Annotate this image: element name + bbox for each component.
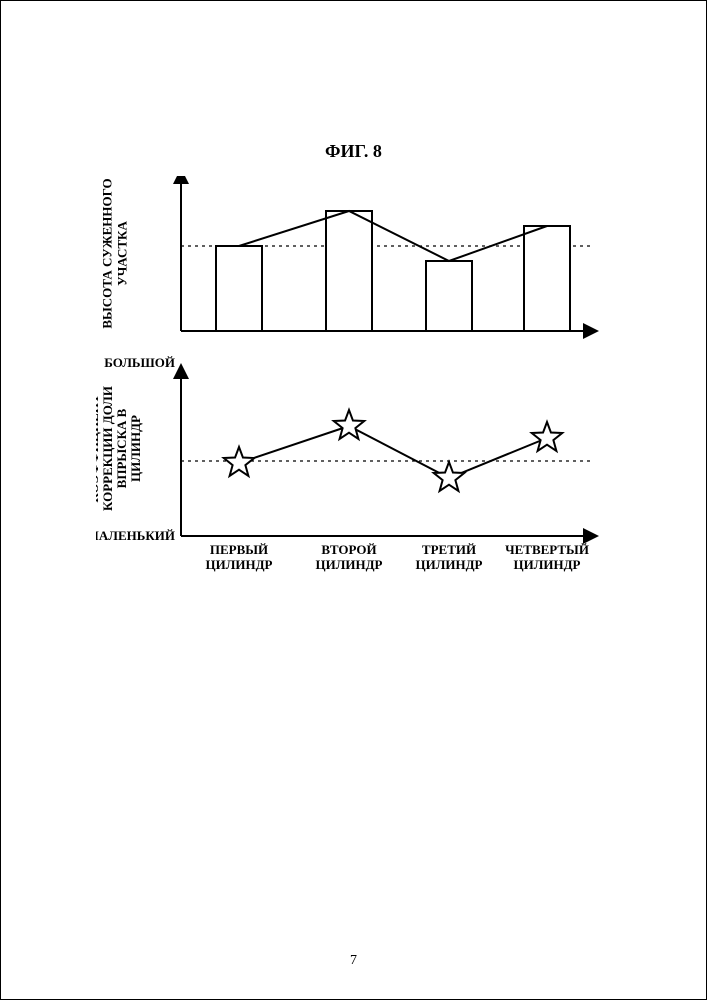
x-category-label-3: ТРЕТИЙЦИЛИНДР: [415, 542, 482, 572]
star-marker-4: [532, 422, 562, 451]
bottom-scale-top-label: БОЛЬШОЙ: [104, 355, 175, 370]
bar-4: [524, 226, 570, 331]
star-marker-2: [334, 410, 364, 439]
top-connect-line: [239, 211, 547, 261]
bar-2: [326, 211, 372, 331]
star-marker-1: [224, 447, 254, 476]
charts-svg: ВЫСОТА СУЖЕННОГОУЧАСТКА КОЭФФИЦИЕНТКОРРЕК…: [96, 176, 616, 606]
x-category-label-2: ВТОРОЙЦИЛИНДР: [315, 542, 382, 572]
bottom-y-axis-label: КОЭФФИЦИЕНТКОРРЕКЦИИ ДОЛИВПРЫСКА ВЦИЛИНД…: [96, 386, 143, 511]
x-category-label-1: ПЕРВЫЙЦИЛИНДР: [205, 542, 272, 572]
bottom-scale-bottom-label: МАЛЕНЬКИЙ: [96, 528, 175, 543]
page: ФИГ. 8 ВЫСОТА СУЖЕННОГОУЧАСТКА КОЭФФИЦИЕН…: [0, 0, 707, 1000]
page-number: 7: [1, 953, 706, 969]
bar-1: [216, 246, 262, 331]
star-marker-3: [434, 462, 464, 491]
top-y-axis-label: ВЫСОТА СУЖЕННОГОУЧАСТКА: [100, 178, 130, 328]
figure-title: ФИГ. 8: [1, 141, 706, 162]
x-category-label-4: ЧЕТВЕРТЫЙЦИЛИНДР: [505, 542, 589, 572]
bottom-connect-line: [239, 426, 547, 478]
bar-3: [426, 261, 472, 331]
charts-container: ВЫСОТА СУЖЕННОГОУЧАСТКА КОЭФФИЦИЕНТКОРРЕК…: [96, 176, 616, 606]
